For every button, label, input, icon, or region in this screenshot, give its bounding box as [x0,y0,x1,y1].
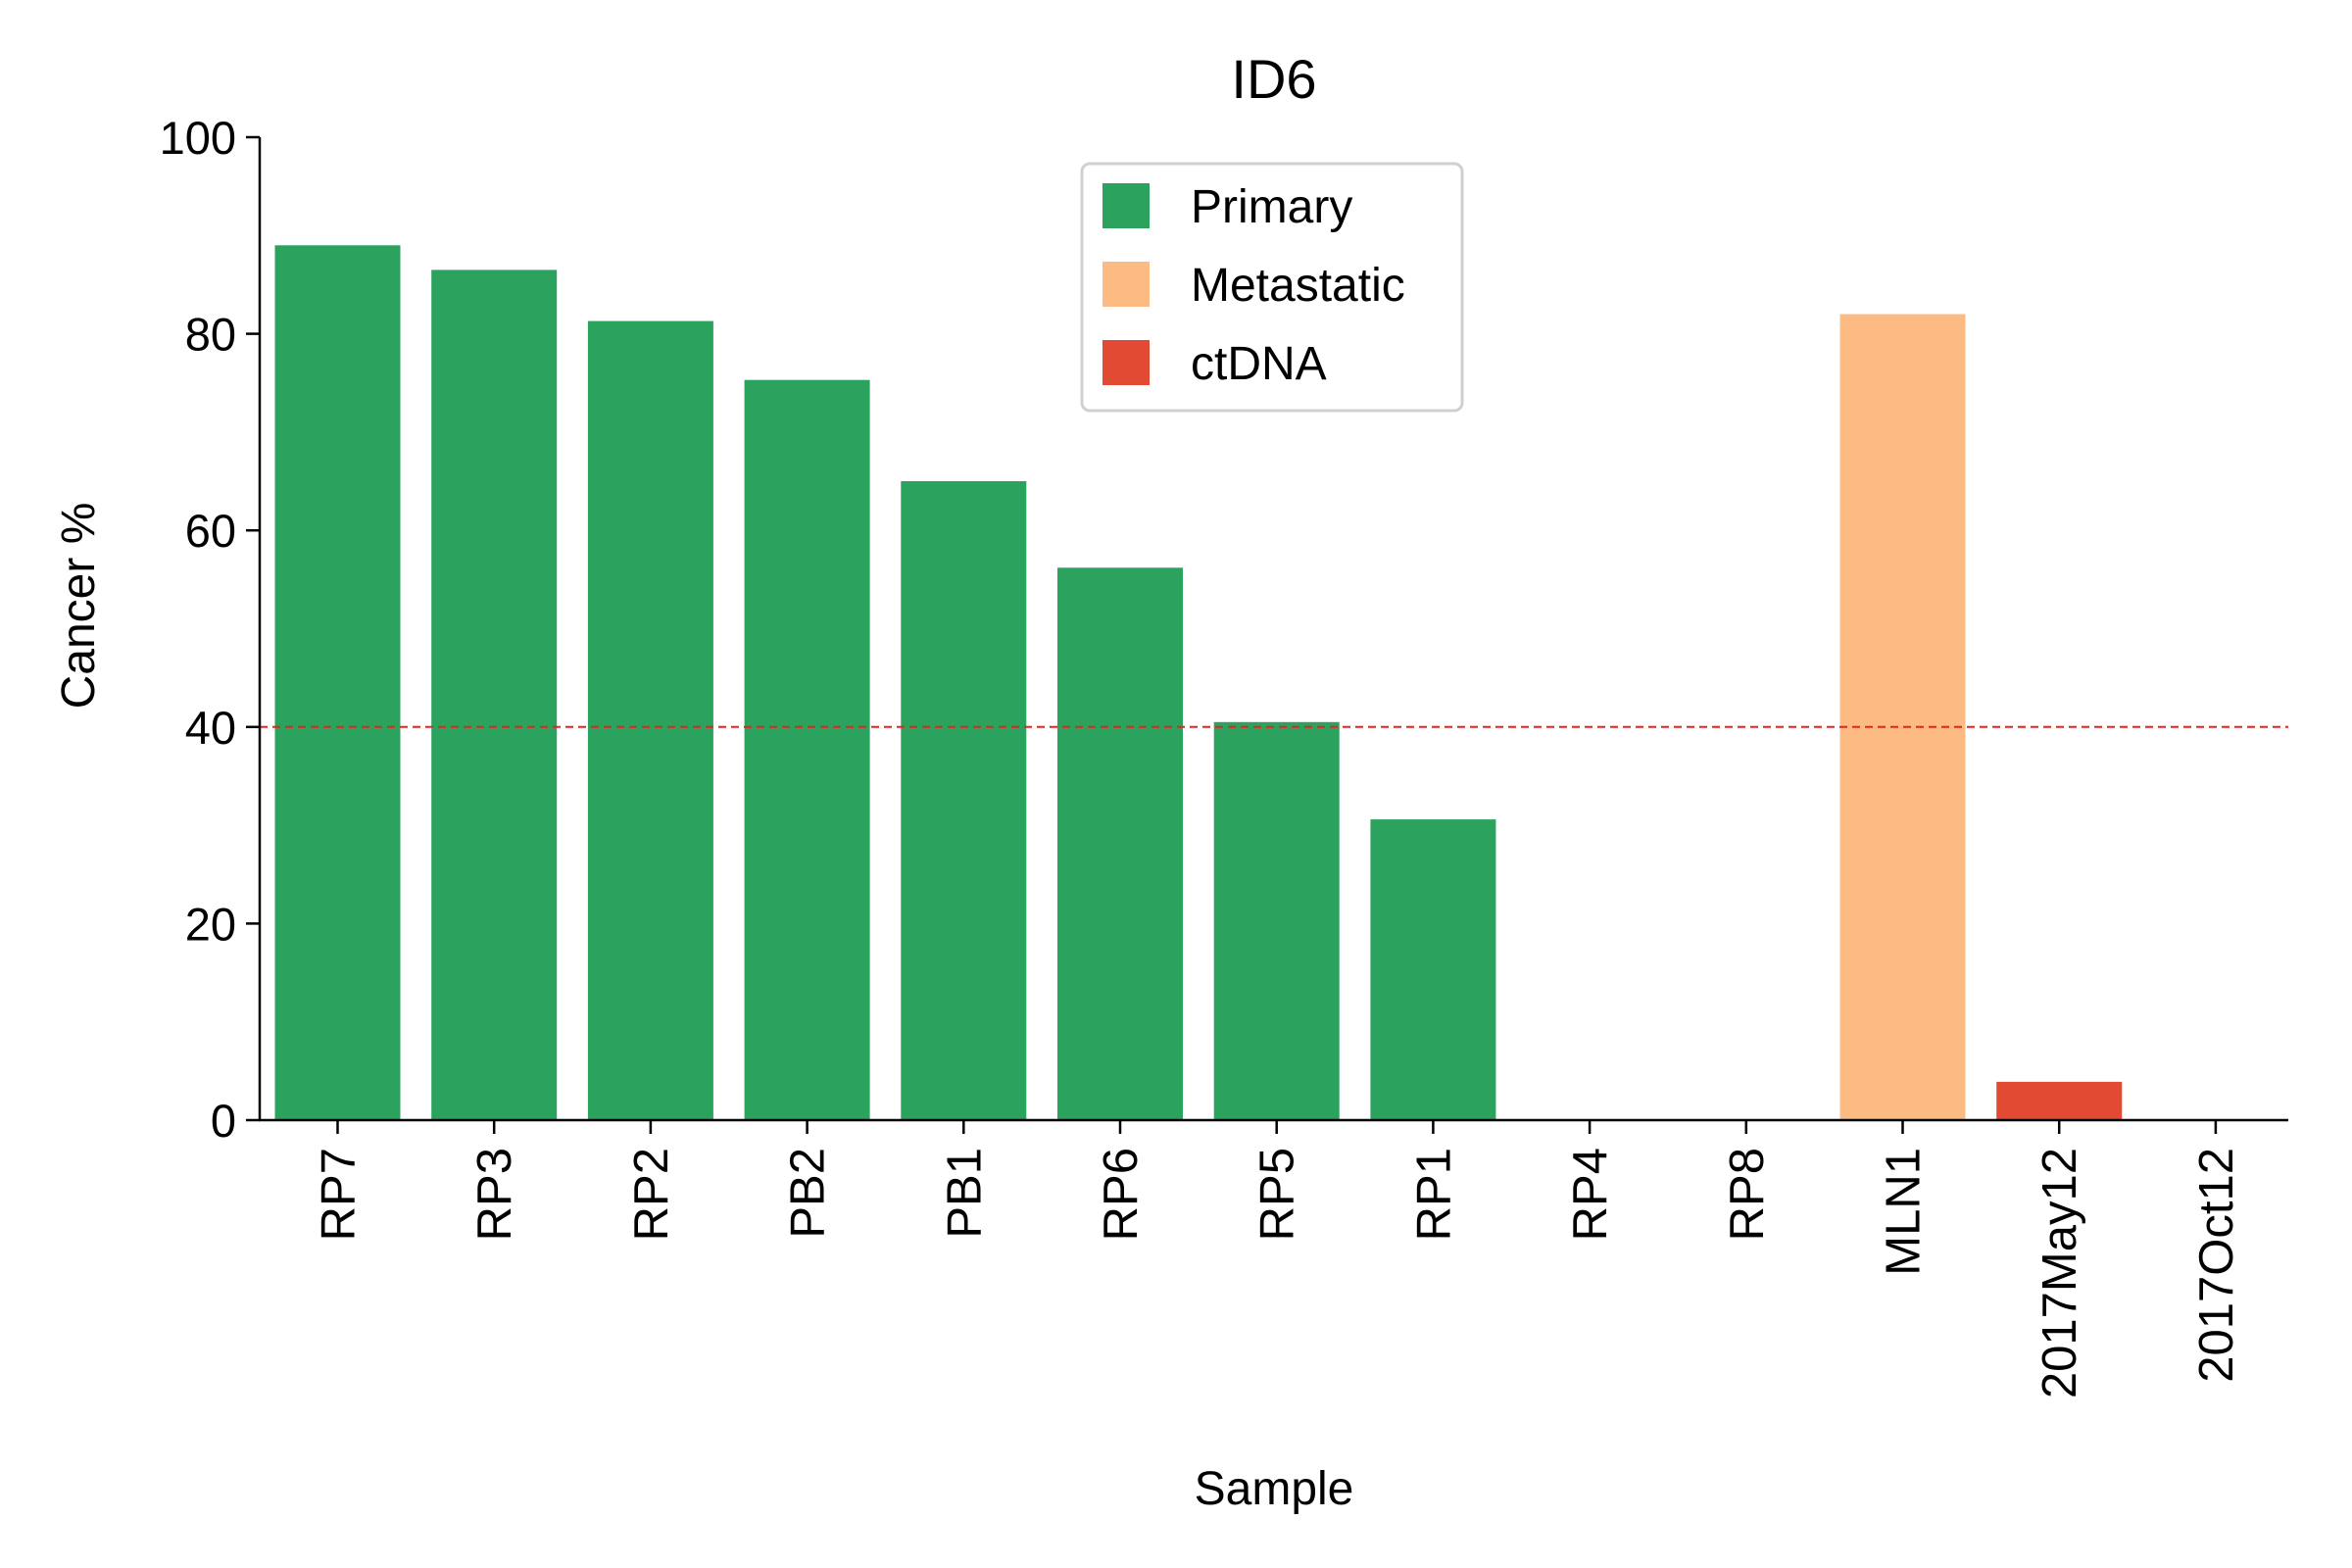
bars-group [274,245,2123,1121]
x-tick-label-rp2: RP2 [625,1148,678,1241]
x-tick-label-rp8: RP8 [1721,1148,1774,1241]
bar-rp5 [1213,721,1340,1120]
y-tick-label-20: 20 [185,898,236,950]
x-tick-label-pb1: PB1 [938,1148,991,1239]
x-tick-label-rp7: RP7 [313,1148,366,1241]
y-tick-label-0: 0 [211,1095,236,1147]
bar-2017may12 [1996,1081,2123,1120]
x-tick-label-rp4: RP4 [1564,1148,1617,1241]
x-tick-label-2017may12: 2017May12 [2034,1148,2086,1398]
x-axis-label: Sample [1195,1463,1354,1515]
bar-rp7 [274,245,401,1121]
legend-label-primary: Primary [1191,181,1352,233]
x-tick-label-rp5: RP5 [1251,1148,1304,1241]
x-tick-label-2017oct12: 2017Oct12 [2190,1148,2243,1383]
legend-label-metastatic: Metastatic [1191,260,1405,312]
legend-label-ctdna: ctDNA [1191,338,1327,390]
x-tick-label-pb2: PB2 [782,1148,835,1239]
axes-group [258,137,2288,1122]
x-tick-label-rp3: RP3 [468,1148,521,1241]
legend-swatch-primary [1102,183,1150,228]
legend: Primary Metastatic ctDNA [1080,162,1464,413]
legend-swatch-metastatic [1102,262,1150,307]
y-tick-label-80: 80 [185,309,236,361]
x-tick-label-rp1: RP1 [1407,1148,1460,1241]
bar-rp1 [1370,819,1496,1120]
x-ticks-group: RP7 RP3 RP2 PB2 PB1 RP6 RP5 RP1 RP4 RP8 MLN1 2017Ma… [313,1120,2243,1398]
bar-mln1 [1839,314,1966,1120]
legend-entries: Primary Metastatic ctDNA [1102,181,1405,390]
bar-pb1 [901,481,1027,1120]
legend-swatch-ctdna [1102,340,1150,385]
y-tick-label-40: 40 [185,702,236,754]
chart-title: ID6 [1231,48,1316,110]
bar-rp2 [587,320,713,1121]
bar-pb2 [744,379,870,1120]
y-tick-label-60: 60 [185,505,236,557]
y-axis-label: Cancer % [53,503,105,710]
x-tick-label-mln1: MLN1 [1878,1148,1931,1276]
y-tick-label-100: 100 [160,112,236,164]
bar-rp6 [1057,567,1183,1120]
y-ticks-group: 0 20 40 60 80 100 [160,112,260,1147]
x-tick-label-rp6: RP6 [1095,1148,1148,1241]
legend-frame [1080,162,1464,413]
bar-rp3 [431,270,558,1120]
